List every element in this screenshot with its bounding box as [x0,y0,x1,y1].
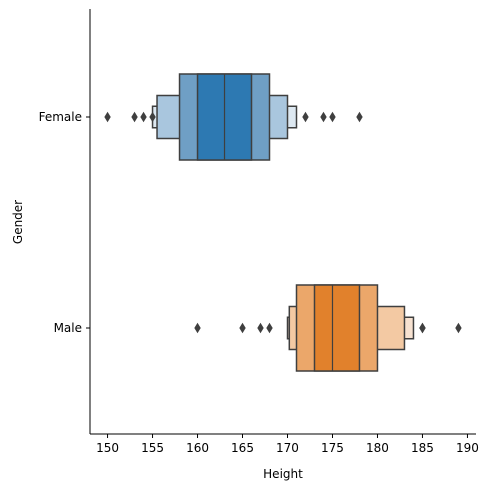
outlier-point [149,111,156,123]
y-axis-ticks: Female Male [39,110,90,335]
outlier-point [419,322,426,334]
outlier-point [140,111,147,123]
boxen-box-male-1 [313,284,361,372]
x-tick-label: 165 [231,441,254,455]
x-tick-label: 180 [366,441,389,455]
outlier-point [302,111,309,123]
outlier-point [266,322,273,334]
outlier-point [239,322,246,334]
x-tick-label: 150 [96,441,119,455]
y-tick-label: Female [39,110,82,124]
x-tick-label: 160 [186,441,209,455]
outlier-point [257,322,264,334]
y-axis-label: Gender [11,200,25,244]
x-axis-label: Height [263,467,303,481]
x-tick-label: 190 [456,441,479,455]
outlier-point [356,111,363,123]
x-tick-label: 175 [321,441,344,455]
plot-area [104,73,462,372]
outlier-point [455,322,462,334]
x-tick-label: 185 [411,441,434,455]
x-tick-label: 170 [276,441,299,455]
y-tick-label: Male [54,321,82,335]
outlier-point [320,111,327,123]
outlier-point [131,111,138,123]
outlier-point [194,322,201,334]
outlier-point [329,111,336,123]
x-tick-label: 155 [141,441,164,455]
outlier-point [104,111,111,123]
x-axis-ticks: 150 155 160 165 170 175 180 185 190 [96,434,479,455]
